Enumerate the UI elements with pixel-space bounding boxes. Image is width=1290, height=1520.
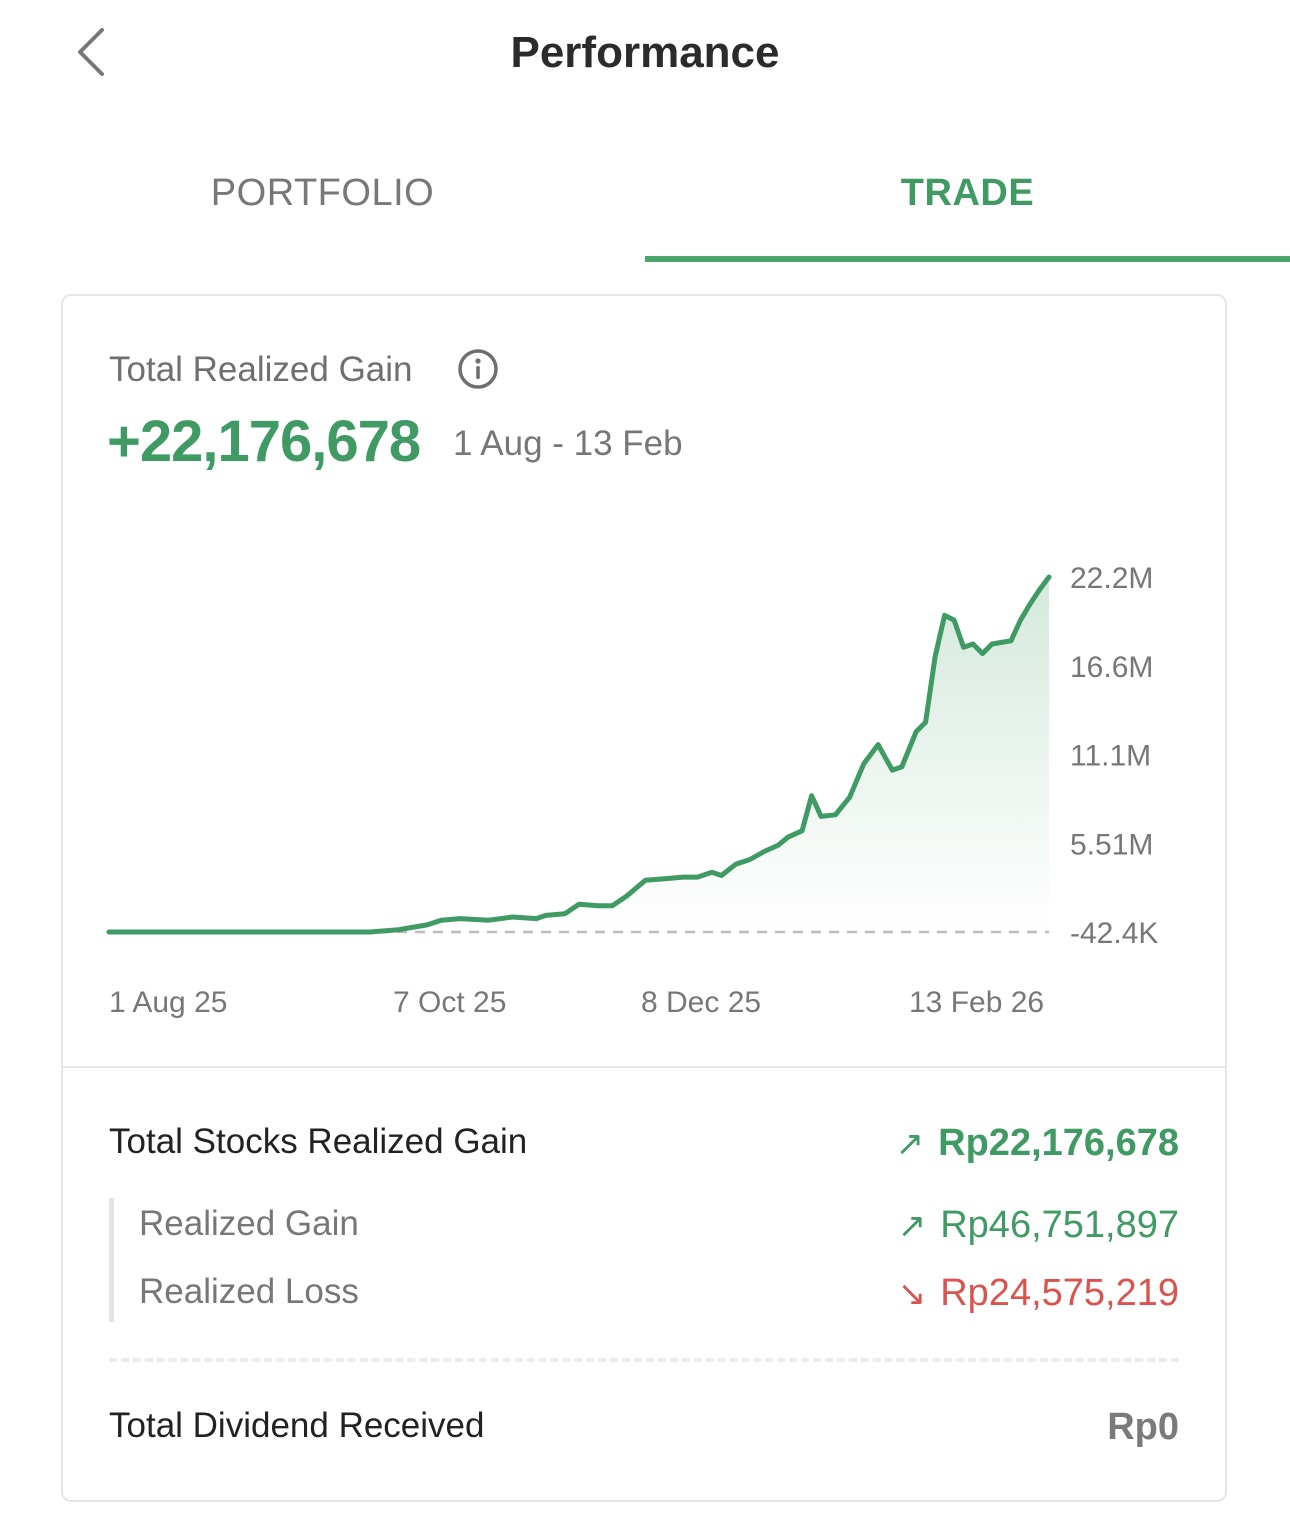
x-tick-label: 8 Dec 25 <box>641 986 761 1019</box>
tab-bar: PORTFOLIO TRADE <box>0 140 1290 264</box>
realized-gain-row: Realized Gain ↗ Rp46,751,897 <box>139 1204 1179 1254</box>
arrow-down-right-icon: ↘ <box>897 1275 927 1313</box>
total-stocks-value: ↗ Rp22,176,678 <box>896 1122 1179 1165</box>
card-divider <box>63 1066 1225 1068</box>
realized-loss-row: Realized Loss ↘ Rp24,575,219 <box>139 1272 1179 1322</box>
active-tab-indicator <box>645 256 1290 262</box>
info-icon[interactable] <box>457 348 499 390</box>
x-tick-label: 7 Oct 25 <box>393 986 506 1019</box>
date-range: 1 Aug - 13 Feb <box>453 424 683 463</box>
realized-gain-value: ↗ Rp46,751,897 <box>898 1204 1179 1247</box>
performance-card: Total Realized Gain +22,176,678 1 Aug - … <box>61 294 1227 1502</box>
total-stocks-row: Total Stocks Realized Gain ↗ Rp22,176,678 <box>109 1122 1179 1172</box>
realized-gain-label: Realized Gain <box>139 1204 359 1243</box>
chevron-left-icon <box>78 28 104 76</box>
series-area-fill <box>109 577 1049 932</box>
total-realized-gain-value: +22,176,678 <box>107 409 421 474</box>
x-tick-label: 13 Feb 26 <box>909 986 1044 1019</box>
realized-loss-amount: Rp24,575,219 <box>940 1272 1179 1314</box>
back-button[interactable] <box>62 18 126 88</box>
total-realized-gain-label: Total Realized Gain <box>109 350 413 389</box>
dividend-row: Total Dividend Received Rp0 <box>109 1406 1179 1456</box>
total-stocks-label: Total Stocks Realized Gain <box>109 1122 528 1161</box>
y-tick-label: 11.1M <box>1070 740 1151 773</box>
realized-loss-value: ↘ Rp24,575,219 <box>898 1272 1179 1315</box>
y-tick-label: 16.6M <box>1070 651 1153 684</box>
breakdown-indent-bar <box>109 1198 114 1322</box>
arrow-up-right-icon: ↗ <box>895 1125 925 1163</box>
app-header: Performance <box>0 0 1290 110</box>
tab-portfolio[interactable]: PORTFOLIO <box>210 172 435 214</box>
series-line <box>106 574 1052 935</box>
x-tick-label: 1 Aug 25 <box>109 986 227 1019</box>
realized-gain-amount: Rp46,751,897 <box>940 1204 1179 1246</box>
dashed-divider <box>109 1358 1179 1362</box>
y-tick-label: -42.4K <box>1070 917 1158 950</box>
dividend-label: Total Dividend Received <box>109 1406 485 1445</box>
y-tick-label: 5.51M <box>1070 828 1153 861</box>
realized-gain-chart: 22.2M 16.6M 11.1M 5.51M -42.4K 1 Aug 25 7 Oct… <box>106 562 1158 1019</box>
y-tick-label: 22.2M <box>1070 562 1153 595</box>
dividend-value: Rp0 <box>1107 1406 1179 1448</box>
page-title: Performance <box>510 28 780 77</box>
tab-trade[interactable]: TRADE <box>900 172 1035 214</box>
arrow-up-right-icon: ↗ <box>897 1207 927 1245</box>
total-stocks-amount: Rp22,176,678 <box>938 1122 1179 1164</box>
realized-loss-label: Realized Loss <box>139 1272 359 1311</box>
